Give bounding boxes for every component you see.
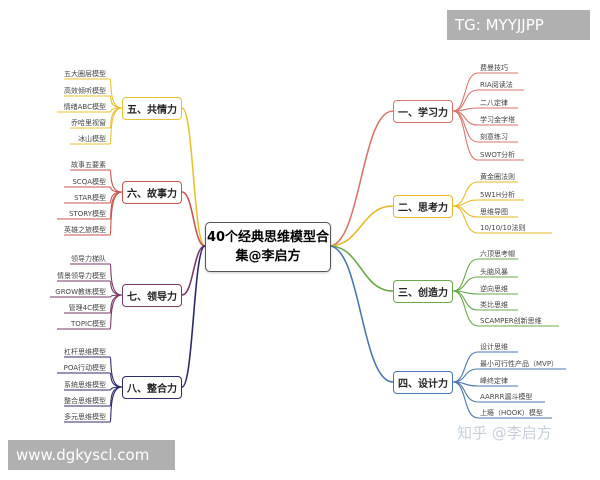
leaf-connector [452, 351, 518, 383]
branch-node[interactable]: 三、创造力 [393, 280, 453, 303]
leaf-node[interactable]: 高效倾听模型 [64, 87, 106, 95]
branch-connector [181, 245, 206, 296]
leaf-node[interactable]: AARRR漏斗模型 [480, 393, 533, 401]
branch-connector [328, 110, 394, 247]
leaf-node[interactable]: 学习金字塔 [480, 116, 515, 124]
leaf-node[interactable]: SCAMPER创新思维 [480, 317, 542, 325]
leaf-connector [452, 368, 566, 383]
central-topic[interactable]: 40个经典思维模型合 集@李启方 [205, 222, 331, 272]
leaf-connector [452, 199, 524, 207]
branch-node[interactable]: 五、共情力 [122, 97, 182, 120]
branch-node[interactable]: 六、故事力 [122, 181, 182, 204]
branch-connector [181, 191, 206, 247]
watermark-bottom-left: www.dgkyscl.com [8, 440, 175, 470]
leaf-node[interactable]: TOPIC模型 [71, 320, 106, 328]
leaf-node[interactable]: 冰山模型 [78, 135, 106, 143]
leaf-node[interactable]: STAR模型 [74, 194, 106, 202]
leaf-connector [57, 372, 123, 388]
leaf-connector [64, 191, 123, 236]
leaf-node[interactable]: 二八定律 [480, 99, 508, 107]
leaf-node[interactable]: 六顶思考帽 [480, 250, 515, 258]
leaf-node[interactable]: 思维导图 [480, 208, 508, 216]
leaf-node[interactable]: 情景领导力模型 [57, 272, 106, 280]
branch-connector [181, 245, 206, 388]
leaf-node[interactable]: SWOT分析 [480, 151, 516, 159]
leaf-node[interactable]: RIA阅读法 [480, 81, 513, 89]
leaf-connector [452, 205, 552, 234]
leaf-node[interactable]: 五大圈层模型 [64, 70, 106, 78]
branch-node[interactable]: 四、设计力 [393, 371, 453, 394]
leaf-connector [70, 263, 123, 296]
branch-connector [328, 205, 394, 247]
central-topic-line1: 40个经典思维模型合 [206, 230, 330, 245]
leaf-node[interactable]: 整合思维模型 [64, 397, 106, 405]
leaf-connector [57, 294, 123, 330]
branch-node[interactable]: 七、领导力 [122, 284, 182, 307]
watermark-top-right: TG: MYYJJPP [447, 10, 590, 40]
leaf-connector [452, 89, 524, 112]
leaf-connector [452, 107, 518, 112]
leaf-node[interactable]: 乔哈里视窗 [71, 119, 106, 127]
leaf-node[interactable]: 杠杆思维模型 [64, 348, 106, 356]
leaf-node[interactable]: GROW教练模型 [55, 288, 106, 296]
leaf-node[interactable]: POA行动模型 [63, 364, 106, 372]
leaf-node[interactable]: 刻意练习 [480, 133, 508, 141]
leaf-connector [64, 356, 123, 388]
leaf-node[interactable]: 上瘾（HOOK）模型 [480, 409, 543, 417]
leaf-connector [452, 258, 518, 292]
leaf-node[interactable]: 头脑风暴 [480, 268, 508, 276]
leaf-connector [452, 290, 559, 327]
leaf-node[interactable]: 逆向思维 [480, 285, 508, 293]
leaf-node[interactable]: 10/10/10法则 [480, 224, 526, 232]
leaf-node[interactable]: 5W1H分析 [480, 191, 516, 199]
leaf-node[interactable]: 费曼技巧 [480, 64, 508, 72]
central-topic-line2: 集@李启方 [235, 249, 301, 264]
leaf-connector [70, 107, 123, 145]
leaf-node[interactable]: 系统思维模型 [64, 381, 106, 389]
leaf-connector [64, 95, 123, 109]
leaf-node[interactable]: 最小可行性产品（MVP） [480, 360, 559, 368]
leaf-connector [452, 276, 518, 292]
leaf-node[interactable]: 情绪ABC模型 [63, 103, 106, 111]
leaf-connector [64, 78, 123, 109]
leaf-node[interactable]: 故事五要素 [71, 161, 106, 169]
leaf-node[interactable]: 峰终定律 [480, 377, 508, 385]
branch-node[interactable]: 一、学习力 [393, 100, 453, 123]
branch-connector [328, 245, 394, 292]
leaf-node[interactable]: 黄金圈法则 [480, 173, 515, 181]
leaf-node[interactable]: 管理4C模型 [68, 304, 106, 312]
leaf-node[interactable]: STORY模型 [69, 210, 106, 218]
branch-node[interactable]: 二、思考力 [393, 195, 453, 218]
zhihu-watermark: 知乎 @李启方 [457, 424, 552, 442]
leaf-node[interactable]: 设计思维 [480, 343, 508, 351]
leaf-connector [452, 110, 524, 161]
leaf-node[interactable]: SCQA模型 [72, 178, 106, 186]
leaf-connector [452, 381, 552, 419]
leaf-node[interactable]: 领导力梯队 [71, 255, 106, 263]
leaf-connector [452, 181, 518, 207]
leaf-connector [57, 280, 123, 296]
branch-connector [181, 107, 206, 247]
leaf-node[interactable]: 多元思维模型 [64, 413, 106, 421]
leaf-connector [70, 169, 123, 193]
branch-node[interactable]: 八、整合力 [122, 376, 182, 399]
leaf-connector [64, 386, 123, 423]
leaf-node[interactable]: 英雄之旅模型 [64, 226, 106, 234]
leaf-node[interactable]: 类比思维 [480, 301, 508, 309]
branch-connector [328, 245, 394, 383]
